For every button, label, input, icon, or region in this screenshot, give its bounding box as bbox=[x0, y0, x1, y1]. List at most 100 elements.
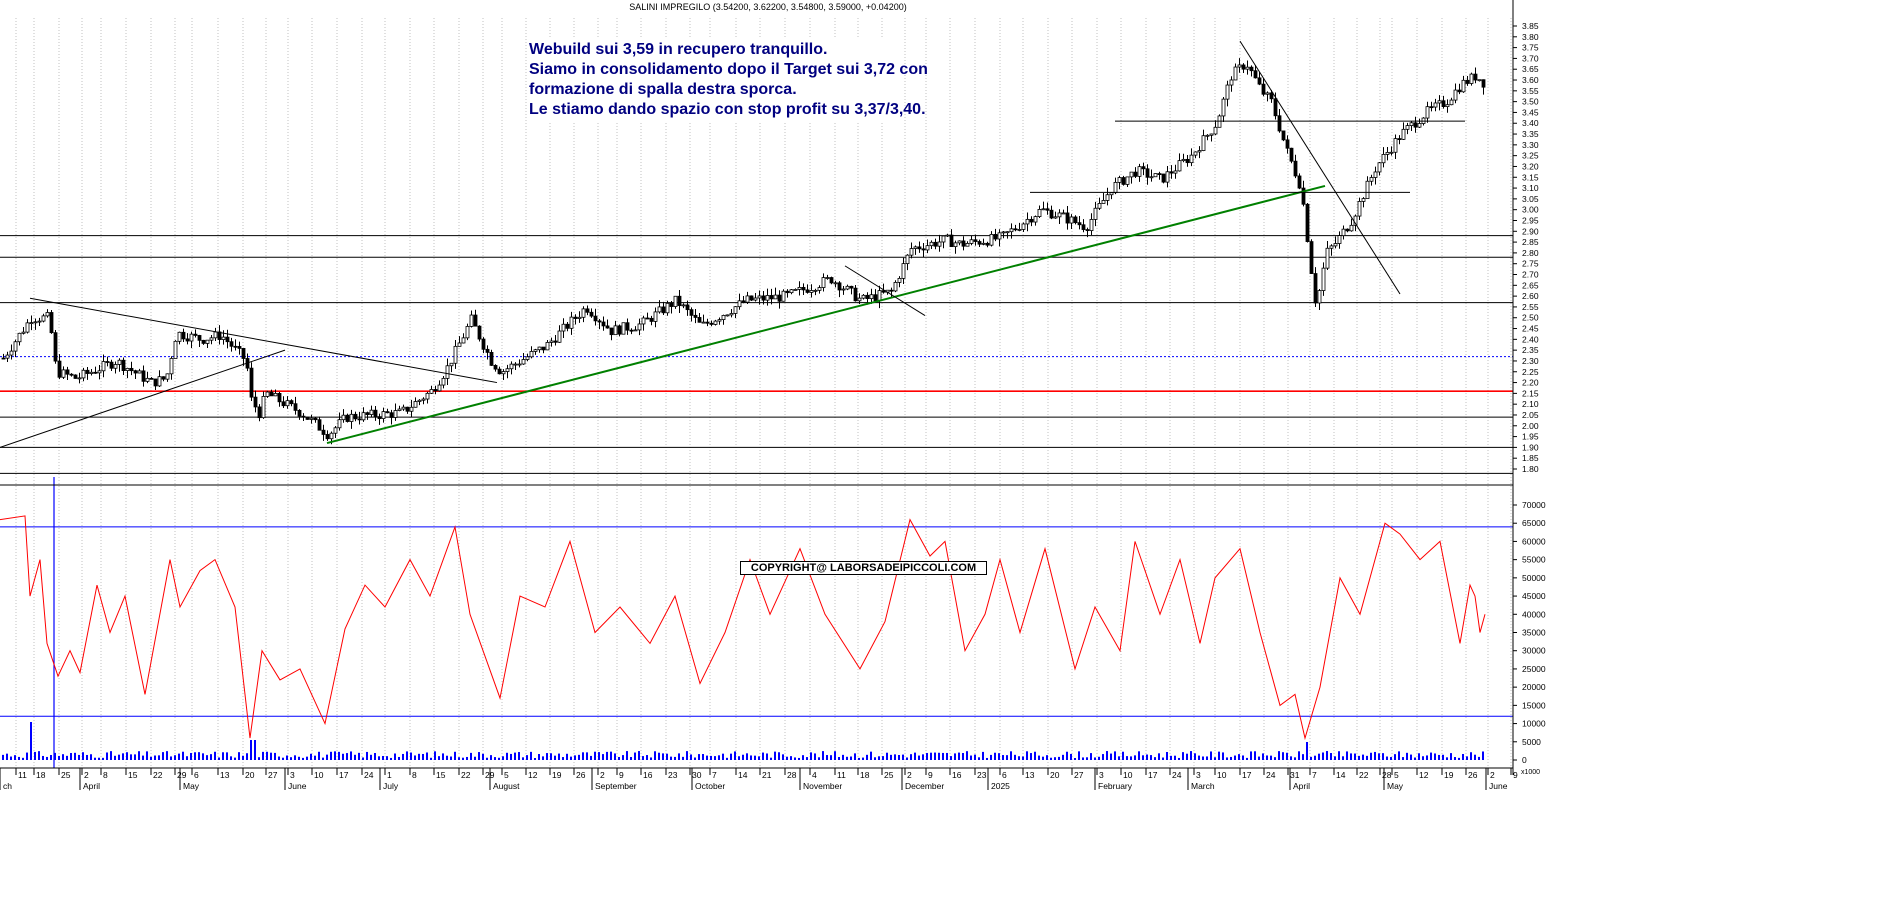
volume-bar bbox=[774, 751, 776, 760]
volume-bar bbox=[58, 755, 60, 760]
volume-bar bbox=[382, 755, 384, 760]
volume-bar bbox=[834, 751, 836, 760]
candle-down bbox=[769, 295, 774, 300]
candle-up bbox=[221, 336, 226, 340]
volume-bar bbox=[954, 753, 956, 760]
volume-bars-layer bbox=[2, 722, 1484, 760]
candle-down bbox=[57, 360, 62, 378]
volume-bar bbox=[1150, 755, 1152, 760]
volume-bar bbox=[1022, 756, 1024, 760]
volume-bar bbox=[326, 754, 328, 760]
candle-up bbox=[1005, 231, 1010, 234]
candle-down bbox=[493, 364, 498, 370]
volume-bar bbox=[1242, 755, 1244, 760]
x-tick-label: 24 bbox=[364, 770, 374, 780]
candle-down bbox=[1085, 229, 1090, 232]
volume-bar bbox=[1478, 756, 1480, 760]
candle-up bbox=[397, 408, 402, 411]
volume-bar bbox=[682, 756, 684, 760]
candle-up bbox=[537, 346, 542, 351]
candle-down bbox=[93, 371, 98, 374]
candle-up bbox=[21, 331, 26, 334]
volume-bar bbox=[486, 757, 488, 760]
volume-bar bbox=[870, 751, 872, 760]
candle-up bbox=[1037, 209, 1042, 218]
candle-up bbox=[213, 331, 218, 339]
volume-bar bbox=[1434, 753, 1436, 760]
volume-bar bbox=[1154, 757, 1156, 760]
candle-up bbox=[1341, 228, 1346, 237]
candle-up bbox=[1425, 106, 1430, 119]
volume-bar bbox=[1026, 751, 1028, 760]
price-tick-label: 3.25 bbox=[1522, 151, 1539, 161]
volume-bar bbox=[114, 755, 116, 760]
candle-up bbox=[901, 263, 906, 279]
candle-up bbox=[429, 389, 434, 394]
candle-up bbox=[1337, 235, 1342, 244]
candles-layer bbox=[1, 58, 1486, 445]
candle-up bbox=[717, 319, 722, 322]
volume-bar bbox=[426, 752, 428, 760]
volume-bar bbox=[1170, 755, 1172, 760]
candle-up bbox=[393, 410, 398, 418]
volume-bar bbox=[566, 753, 568, 760]
volume-bar bbox=[890, 754, 892, 760]
volume-bar bbox=[534, 757, 536, 760]
candle-up bbox=[1177, 160, 1182, 172]
volume-bar bbox=[1274, 757, 1276, 760]
volume-bar bbox=[294, 755, 296, 760]
month-label: June bbox=[1489, 781, 1508, 791]
candle-down bbox=[977, 241, 982, 245]
volume-bar bbox=[202, 753, 204, 760]
candle-up bbox=[113, 364, 118, 369]
volume-bar bbox=[1222, 752, 1224, 760]
volume-bar bbox=[1158, 753, 1160, 760]
candle-up bbox=[845, 285, 850, 290]
volume-bar bbox=[950, 756, 952, 760]
volume-bar bbox=[686, 751, 688, 760]
volume-bar bbox=[1142, 755, 1144, 760]
x-tick-label: 14 bbox=[738, 770, 748, 780]
candle-down bbox=[849, 285, 854, 289]
candle-down bbox=[197, 335, 202, 341]
price-tick-label: 2.85 bbox=[1522, 237, 1539, 247]
candle-up bbox=[733, 306, 738, 314]
volume-bar bbox=[194, 752, 196, 760]
candle-down bbox=[1013, 228, 1018, 231]
volume-bar bbox=[282, 757, 284, 760]
volume-bar bbox=[22, 757, 24, 760]
candle-down bbox=[697, 317, 702, 323]
volume-bar bbox=[1070, 753, 1072, 760]
price-tick-label: 3.00 bbox=[1522, 205, 1539, 215]
candle-up bbox=[797, 286, 802, 290]
candle-up bbox=[729, 313, 734, 316]
price-tick-label: 2.95 bbox=[1522, 215, 1539, 225]
candle-up bbox=[781, 290, 786, 302]
volume-bar bbox=[690, 754, 692, 760]
volume-bar bbox=[482, 753, 484, 760]
volume-bar bbox=[526, 755, 528, 760]
candle-up bbox=[821, 277, 826, 288]
volume-bar bbox=[938, 752, 940, 760]
volume-bar bbox=[1178, 757, 1180, 760]
price-tick-label: 2.70 bbox=[1522, 270, 1539, 280]
candle-up bbox=[441, 377, 446, 386]
volume-bar bbox=[158, 755, 160, 760]
candle-down bbox=[669, 302, 674, 307]
candle-up bbox=[125, 367, 130, 371]
candle-up bbox=[1053, 216, 1058, 219]
price-tick-label: 3.40 bbox=[1522, 118, 1539, 128]
volume-bar bbox=[406, 751, 408, 760]
volume-bar bbox=[154, 755, 156, 760]
volume-bar bbox=[1230, 756, 1232, 760]
price-tick-label: 2.20 bbox=[1522, 378, 1539, 388]
price-tick-label: 2.15 bbox=[1522, 388, 1539, 398]
volume-bar bbox=[894, 754, 896, 760]
candle-up bbox=[941, 235, 946, 243]
volume-bar bbox=[1450, 753, 1452, 760]
volume-bar bbox=[1282, 752, 1284, 760]
candle-up bbox=[361, 412, 366, 421]
candle-down bbox=[1441, 100, 1446, 108]
volume-bar bbox=[782, 754, 784, 760]
candle-up bbox=[1225, 84, 1230, 100]
